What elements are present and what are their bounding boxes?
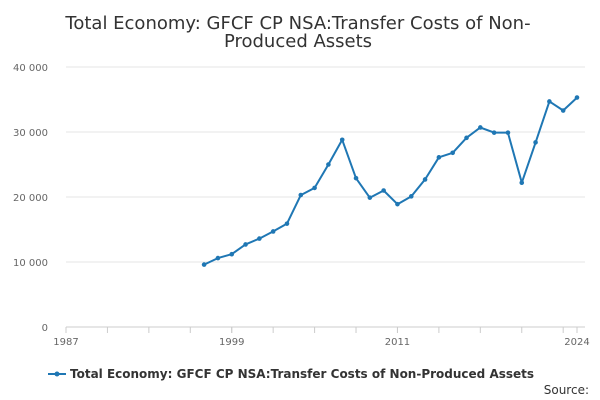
chart-title-line-2: Produced Assets [224,31,372,52]
x-tick-label: 2024 [564,337,589,348]
data-point[interactable] [422,177,428,182]
data-point[interactable] [201,262,207,267]
data-point[interactable] [367,195,373,200]
data-point[interactable] [215,255,221,261]
data-point[interactable] [574,95,580,100]
legend-label[interactable]: Total Economy: GFCF CP NSA:Transfer Cost… [70,367,534,381]
data-point[interactable] [257,236,262,241]
axes: 0 10 000 20 000 30 000 40 000 1987 1999 2011 202… [13,63,590,348]
data-point[interactable] [284,221,290,226]
data-point[interactable] [491,130,497,135]
series-line [203,96,578,266]
source-label: Source: [544,383,589,397]
y-tick-label: 10 000 [13,258,48,269]
data-point[interactable] [312,185,317,191]
data-point[interactable] [533,140,538,145]
data-point[interactable] [560,108,566,113]
data-point[interactable] [270,229,276,234]
data-point[interactable] [229,251,235,257]
data-point[interactable] [519,180,525,185]
chart-title-line-1: Total Economy: GFCF CP NSA:Transfer Cost… [64,13,530,34]
data-point[interactable] [243,242,248,247]
legend[interactable]: Total Economy: GFCF CP NSA:Transfer Cost… [48,367,534,381]
data-point[interactable] [408,194,414,199]
x-tick-label: 2011 [385,337,410,348]
data-point[interactable] [298,192,304,198]
gridlines [66,66,585,263]
y-tick-label: 0 [42,323,48,334]
series-layer [201,95,580,267]
data-point[interactable] [478,125,483,130]
y-tick-label: 40 000 [13,63,48,74]
data-point[interactable] [505,130,511,135]
y-tick-label: 20 000 [13,193,48,204]
data-point[interactable] [353,175,359,181]
data-point[interactable] [464,135,469,141]
data-point[interactable] [547,99,552,104]
data-point[interactable] [339,137,345,143]
data-point[interactable] [381,188,386,193]
x-tick-label: 1999 [219,337,244,348]
chart-title: Total Economy: GFCF CP NSA:Transfer Cost… [64,13,530,52]
data-point[interactable] [395,201,400,207]
legend-point-marker [54,371,60,377]
data-point[interactable] [450,150,456,156]
y-tick-label: 30 000 [13,128,48,139]
data-point[interactable] [436,155,442,160]
x-tick-label: 1987 [53,337,78,348]
data-point[interactable] [326,162,331,167]
